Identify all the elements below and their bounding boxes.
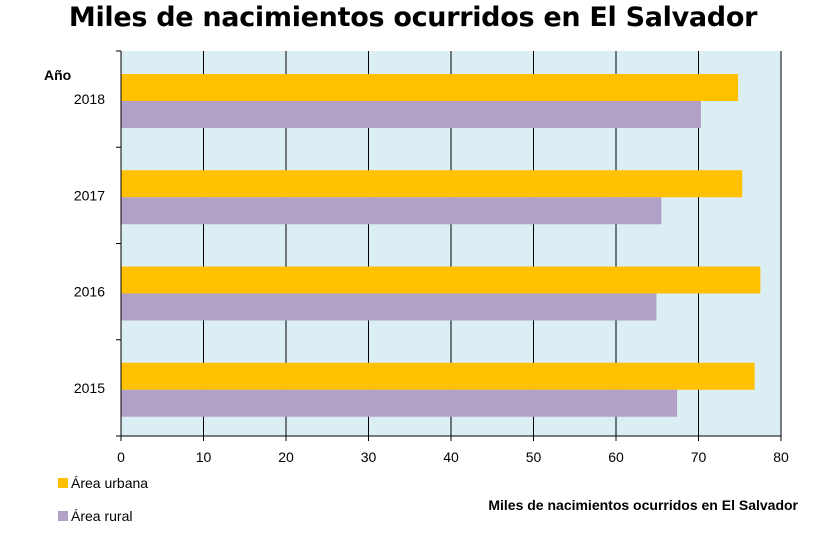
- legend-swatch-urbana: [58, 478, 68, 488]
- bar-2015-urbana: [121, 362, 755, 390]
- x-tick-label: 40: [443, 449, 459, 465]
- x-tick-label: 70: [691, 449, 707, 465]
- bar-2016-urbana: [121, 266, 761, 294]
- bar-2016-rural: [121, 293, 657, 321]
- y-axis-label: Año: [44, 67, 72, 83]
- legend-label-urbana: Área urbana: [71, 475, 149, 491]
- x-axis-label: Miles de nacimientos ocurridos en El Sal…: [488, 497, 798, 513]
- legend-item-urbana: Área urbana: [58, 475, 148, 491]
- bar-2018-urbana: [121, 74, 739, 101]
- legend-item-rural: Área rural: [58, 508, 132, 524]
- legend-label-rural: Área rural: [71, 508, 133, 524]
- bar-2017-urbana: [121, 170, 743, 198]
- chart-title: Miles de nacimientos ocurridos en El Sal…: [68, 2, 758, 33]
- category-label: 2017: [74, 187, 105, 203]
- legend-swatch-rural: [58, 511, 68, 521]
- x-tick-label: 60: [608, 449, 624, 465]
- x-tick-label: 0: [117, 449, 125, 465]
- x-tick-label: 50: [526, 449, 542, 465]
- category-label: 2015: [74, 380, 105, 396]
- bar-2017-rural: [121, 197, 662, 225]
- bar-2018-rural: [121, 101, 701, 128]
- bar-2015-rural: [121, 389, 678, 417]
- x-tick-label: 30: [361, 449, 377, 465]
- x-tick-label: 20: [278, 449, 294, 465]
- category-label: 2016: [74, 284, 105, 300]
- category-label: 2018: [74, 91, 105, 107]
- x-tick-label: 10: [196, 449, 212, 465]
- x-tick-label: 80: [773, 449, 789, 465]
